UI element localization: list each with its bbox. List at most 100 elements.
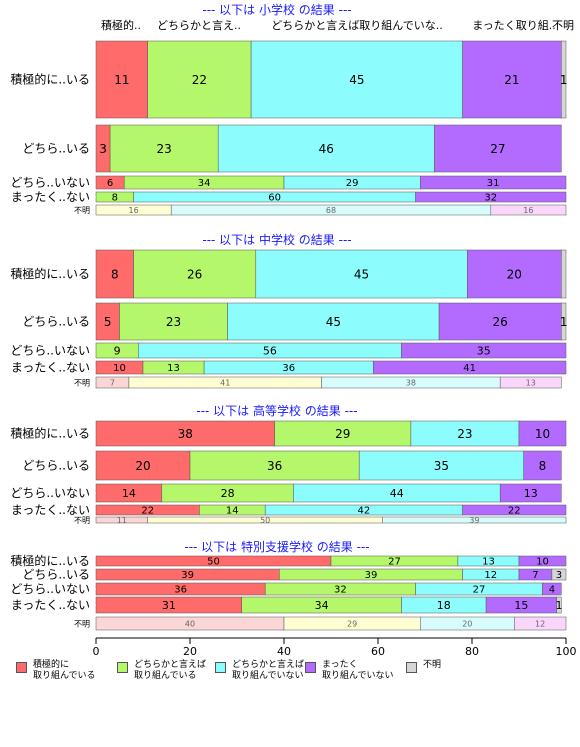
data-label: 14 (122, 487, 136, 500)
data-label: 22 (192, 73, 207, 87)
data-label: 1 (560, 73, 568, 87)
row-label: どちら..いない (10, 582, 90, 596)
row-label: まったく..ない (11, 598, 90, 612)
bar-segment (95, 450, 191, 481)
bar-segment (274, 420, 412, 447)
data-label: 5 (104, 315, 112, 329)
data-label: 41 (463, 363, 476, 374)
column-header: まったく取り組.. (472, 19, 556, 32)
column-header: 不明 (552, 19, 574, 32)
data-label: 42 (358, 506, 371, 517)
x-tick-label: 0 (93, 645, 100, 658)
bar-segment (227, 302, 440, 341)
data-label: 56 (263, 344, 277, 357)
bar-segment (518, 420, 567, 447)
data-label: 21 (504, 73, 519, 87)
x-tick-label: 60 (371, 645, 385, 658)
data-label: 6 (107, 178, 113, 189)
data-label: 38 (178, 427, 193, 441)
data-label: 32 (484, 193, 497, 204)
bar-segment (561, 249, 567, 299)
data-label: 28 (221, 487, 235, 500)
data-label: 23 (457, 427, 472, 441)
data-label: 35 (434, 459, 449, 473)
legend-swatch (215, 662, 226, 673)
data-label: 45 (349, 73, 364, 87)
data-label: 8 (539, 459, 547, 473)
data-label: 39 (469, 516, 479, 525)
data-label: 16 (129, 206, 139, 215)
legend-label: まったく 取り組んでいない (322, 660, 394, 681)
row-label: 積極的に..いる (10, 266, 90, 281)
bar-segment (119, 302, 228, 341)
bar-segment (438, 302, 562, 341)
data-label: 68 (326, 206, 336, 215)
data-label: 23 (166, 315, 181, 329)
bar-segment (373, 360, 567, 375)
bar-segment (189, 450, 360, 481)
bar-segment (556, 596, 562, 614)
data-label: 39 (181, 570, 194, 581)
bar-segment (420, 175, 567, 190)
legend-swatch (16, 662, 27, 673)
bar-segment (109, 124, 219, 173)
data-label: 10 (536, 557, 549, 568)
data-label: 36 (174, 585, 187, 596)
x-tick-label: 100 (556, 645, 577, 658)
data-label: 13 (526, 378, 536, 387)
panel-title: --- 以下は 特別支援学校 の結果 --- (184, 539, 369, 554)
row-label: どちら..いる (22, 459, 90, 473)
legend-item: どちらかと言えば 取り組んでいない (215, 660, 304, 682)
row-label: 積極的に..いる (10, 426, 90, 441)
data-label: 39 (365, 570, 378, 581)
bar-segment (410, 420, 520, 447)
bar-segment (518, 555, 567, 567)
data-label: 3 (99, 142, 107, 156)
bar-segment (467, 249, 562, 299)
data-label: 35 (477, 344, 491, 357)
row-label: 積極的に..いる (10, 553, 90, 568)
bar-segment (250, 40, 463, 119)
bar-segment (523, 450, 562, 481)
data-label: 14 (226, 506, 239, 517)
data-label: 36 (282, 363, 295, 374)
bar-segment (561, 40, 567, 119)
data-label: 32 (334, 585, 347, 596)
legend-item: どちらかと言えば 取り組んでいる (117, 660, 206, 682)
data-label: 15 (514, 599, 528, 612)
data-label: 50 (207, 557, 220, 568)
panel-title: --- 以下は 高等学校 の結果 --- (196, 403, 357, 418)
data-label: 3 (556, 570, 562, 581)
data-label: 29 (347, 619, 357, 628)
data-label: 10 (113, 363, 126, 374)
data-label: 34 (198, 178, 211, 189)
data-label: 60 (268, 193, 281, 204)
column-header: どちらかと言えば取り組んでいな.. (271, 19, 442, 32)
data-label: 31 (487, 178, 500, 189)
data-label: 7 (110, 378, 115, 387)
legend-label: 不明 (423, 660, 442, 670)
panel-title: --- 以下は 小学校 の結果 --- (202, 2, 351, 17)
data-label: 23 (157, 142, 172, 156)
data-label: 22 (508, 506, 521, 517)
data-label: 34 (315, 599, 329, 612)
row-label: どちら..いる (22, 315, 90, 329)
data-label: 13 (167, 363, 180, 374)
legend-item: まったく 取り組んでいない (305, 660, 394, 682)
row-label: どちら..いない (10, 176, 90, 190)
legend-item: 積極的に 取り組んでいる (16, 660, 96, 682)
bar-segment (514, 616, 567, 631)
bar-segment (358, 450, 524, 481)
row-label: どちら..いない (10, 344, 90, 358)
data-label: 44 (390, 487, 404, 500)
data-label: 11 (117, 516, 127, 525)
data-label: 45 (354, 267, 369, 281)
data-label: 29 (335, 427, 350, 441)
bar-segment (434, 124, 562, 173)
data-label: 27 (388, 557, 401, 568)
data-label: 4 (549, 585, 555, 596)
row-label: 積極的に..いる (10, 72, 90, 87)
legend-item: 不明 (406, 660, 441, 673)
data-label: 27 (490, 142, 505, 156)
